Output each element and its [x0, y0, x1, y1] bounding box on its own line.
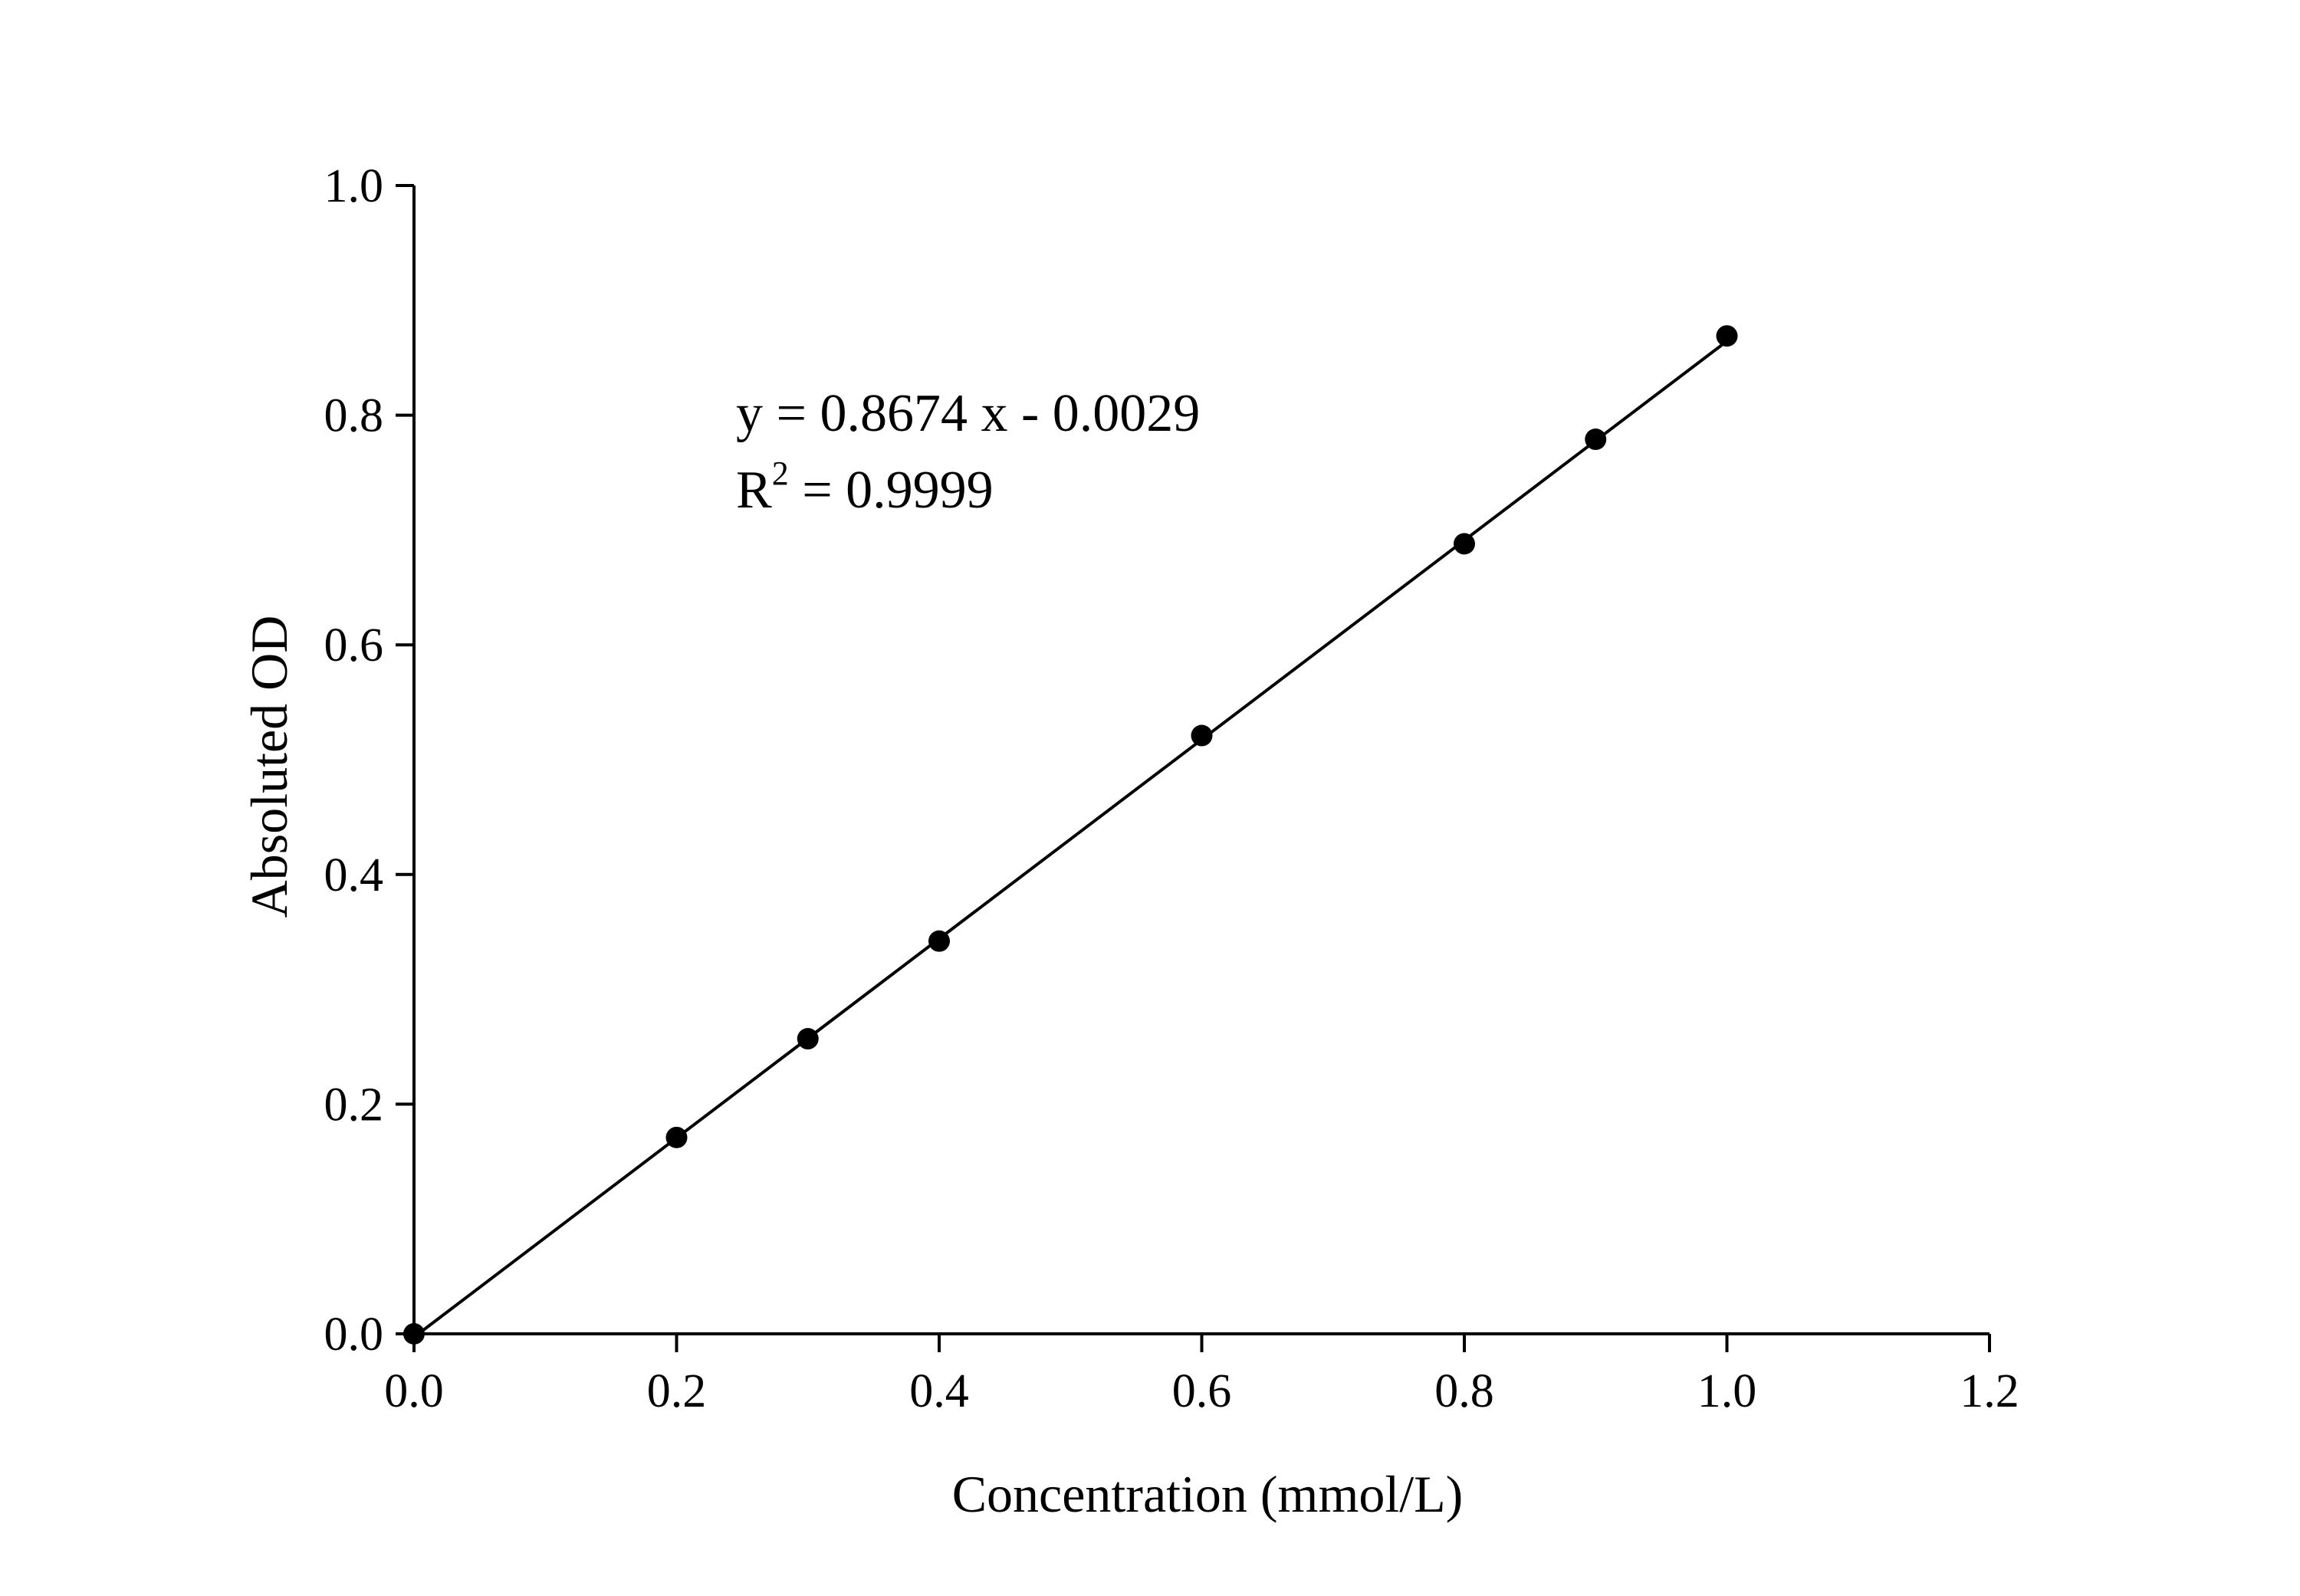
r-squared-base: R	[736, 461, 772, 520]
y-tick-label: 0.6	[324, 619, 384, 672]
x-tick-label: 1.2	[1960, 1365, 2019, 1417]
data-point	[1454, 533, 1475, 555]
data-point	[1191, 724, 1213, 747]
x-tick-label: 0.6	[1172, 1365, 1232, 1417]
data-point	[665, 1126, 688, 1148]
r-squared-value: = 0.9999	[789, 461, 994, 520]
y-tick-label: 1.0	[324, 160, 384, 212]
y-tick-label: 0.2	[324, 1079, 384, 1131]
data-point	[1716, 325, 1738, 347]
r-squared-superscript: 2	[772, 455, 789, 492]
y-tick-label: 0.8	[324, 390, 384, 442]
y-axis-ticks: 0.0 0.2 0.4 0.6 0.8 1.0	[324, 160, 414, 1361]
x-tick-label: 0.8	[1434, 1365, 1494, 1417]
x-axis-ticks: 0.0 0.2 0.4 0.6 0.8 1.0 1.2	[384, 1334, 2019, 1417]
y-tick-label: 0.4	[324, 849, 384, 901]
x-tick-label: 0.4	[909, 1365, 969, 1417]
x-axis-label: Concentration (mmol/L)	[952, 1465, 1464, 1523]
axes	[412, 186, 1990, 1335]
data-point	[928, 930, 950, 952]
r-squared-annotation: R2 = 0.9999	[736, 455, 994, 520]
x-tick-label: 1.0	[1697, 1365, 1757, 1417]
y-axis-label: Absoluted OD	[240, 616, 298, 918]
data-point	[1585, 429, 1607, 451]
data-point	[797, 1028, 819, 1050]
fit-line	[417, 340, 1728, 1335]
regression-equation: y = 0.8674 x - 0.0029	[736, 384, 1200, 443]
x-tick-label: 0.2	[647, 1365, 707, 1417]
x-tick-label: 0.0	[384, 1365, 444, 1417]
fit-line-layer	[417, 340, 1728, 1335]
data-points	[403, 325, 1738, 1345]
data-point	[403, 1323, 425, 1345]
y-tick-label: 0.0	[324, 1309, 384, 1361]
